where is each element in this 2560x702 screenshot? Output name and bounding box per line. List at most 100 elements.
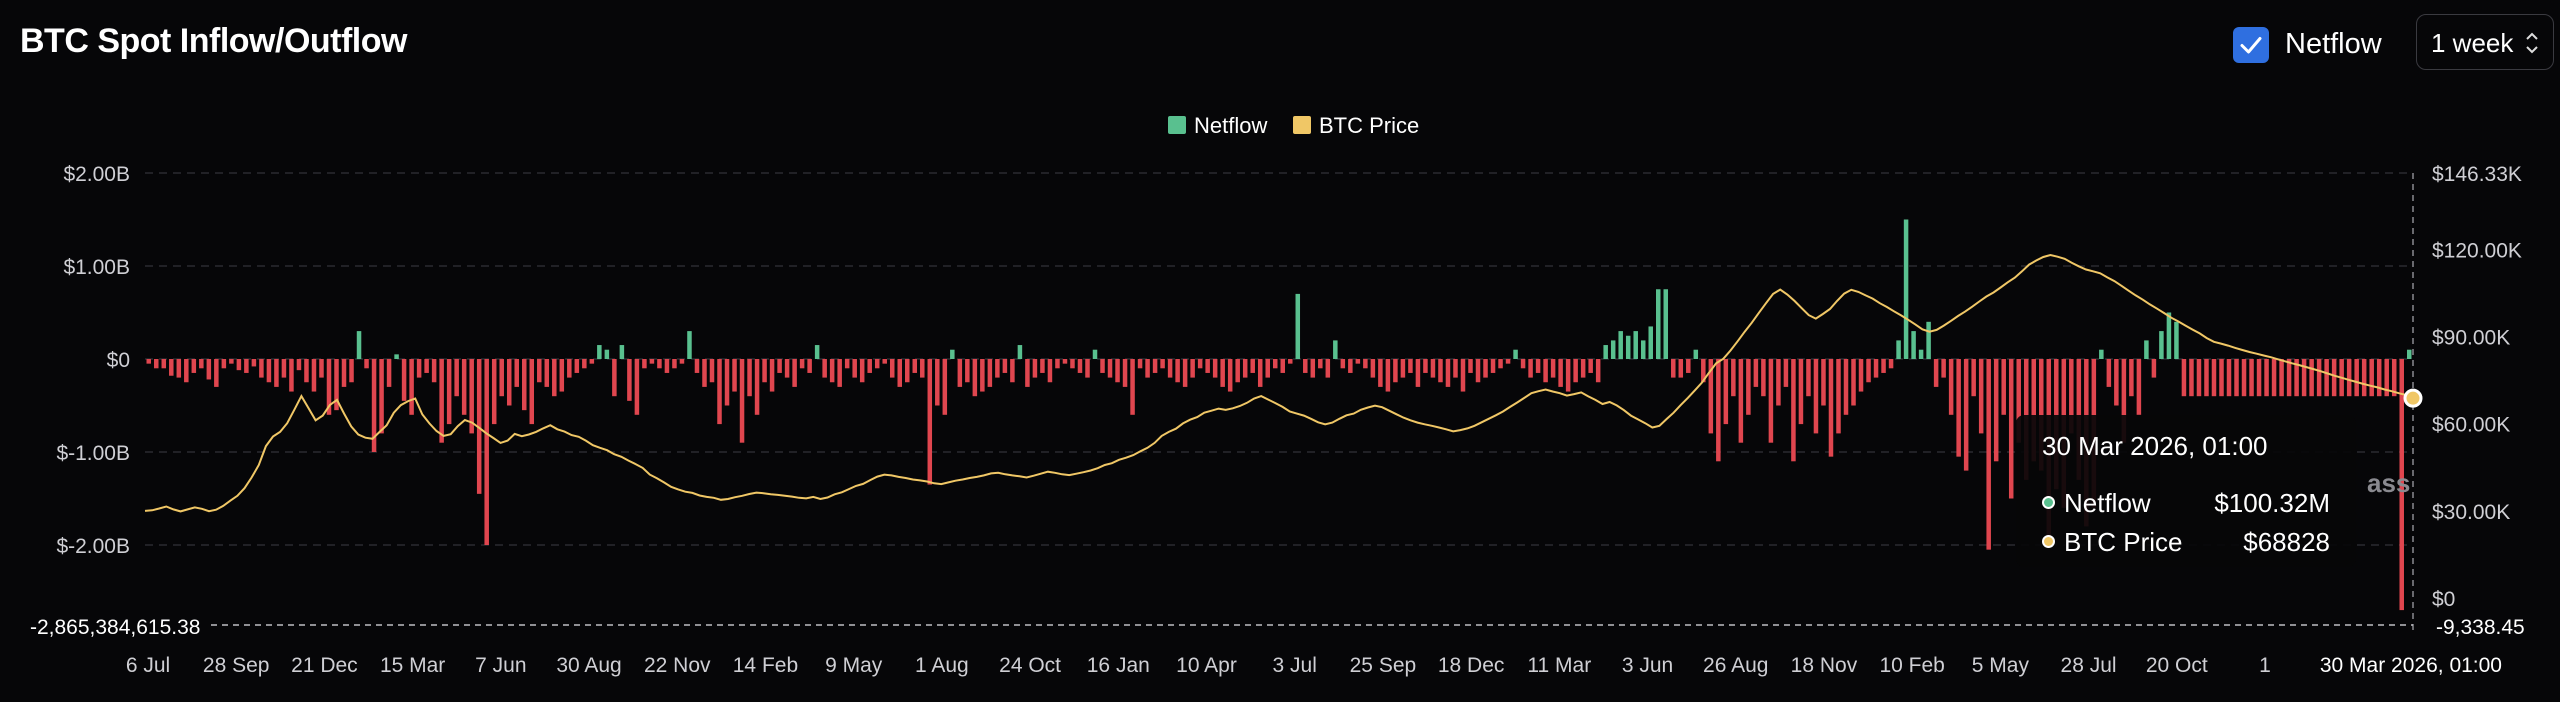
x-tick-label: 10 Feb	[1879, 654, 1944, 677]
tooltip-label-btc-price: BTC Price	[2064, 527, 2183, 557]
netflow-bar	[717, 359, 722, 425]
netflow-bar	[2346, 359, 2352, 397]
netflow-bar	[1220, 359, 1225, 387]
netflow-bar	[499, 359, 504, 397]
netflow-bar	[1565, 359, 1571, 392]
netflow-bar	[2121, 359, 2127, 443]
netflow-bar	[2331, 359, 2337, 397]
netflow-bar	[1115, 359, 1120, 383]
netflow-bar	[1197, 359, 1203, 369]
netflow-checkbox[interactable]	[2233, 27, 2269, 63]
netflow-bar	[897, 359, 903, 387]
checkmark-icon	[2240, 37, 2262, 54]
tooltip-label-netflow: Netflow	[2064, 488, 2151, 518]
x-tick-label: 24 Oct	[999, 654, 1061, 677]
netflow-bar	[1783, 359, 1789, 387]
x-tick-label: 3 Jul	[1273, 654, 1317, 677]
netflow-bar	[1663, 289, 1669, 359]
netflow-bar	[1881, 359, 1886, 373]
period-select[interactable]: 1 week	[2416, 14, 2554, 70]
tooltip-value-netflow: $100.32M	[2214, 488, 2330, 518]
netflow-bar	[1137, 359, 1143, 369]
netflow-bar	[409, 359, 414, 415]
netflow-bar	[251, 359, 257, 367]
netflow-bar	[266, 359, 272, 383]
netflow-bar	[1167, 359, 1173, 378]
netflow-bar	[1708, 359, 1714, 434]
netflow-bar	[844, 359, 850, 369]
legend-swatch-btc-price	[1293, 116, 1311, 134]
netflow-bar	[154, 359, 159, 369]
netflow-bar	[769, 359, 775, 392]
netflow-bar	[1182, 359, 1188, 387]
netflow-bar	[1993, 359, 1999, 462]
netflow-bar	[1145, 359, 1150, 378]
x-tick-label: 18 Nov	[1791, 654, 1858, 677]
netflow-bar	[732, 359, 737, 392]
watermark: ass	[2367, 468, 2411, 498]
netflow-bar	[341, 359, 347, 387]
x-tick-label: 1	[2259, 654, 2271, 677]
netflow-bar	[1107, 359, 1113, 378]
netflow-bar	[1265, 359, 1270, 378]
x-tick-label: 10 Apr	[1176, 654, 1237, 677]
netflow-bar	[574, 359, 580, 373]
netflow-bar	[2016, 359, 2021, 443]
netflow-toggle-label[interactable]: Netflow	[2285, 28, 2382, 60]
netflow-bar	[2301, 359, 2307, 397]
btc-price-line	[144, 253, 2423, 513]
netflow-bar	[1558, 359, 1563, 387]
netflow-bar	[2196, 359, 2202, 397]
netflow-bar	[304, 359, 309, 383]
tooltip-row-btc-price: BTC Price $68828	[2040, 527, 2340, 557]
tooltip-date: 30 Mar 2026, 01:00	[2042, 431, 2268, 461]
btc-price-line-path	[144, 253, 2414, 513]
netflow-bar	[657, 359, 662, 369]
page-title: BTC Spot Inflow/Outflow	[20, 22, 407, 60]
tooltip-value-btc-price: $68828	[2243, 527, 2330, 557]
netflow-bar	[1873, 359, 1879, 378]
netflow-bar	[1956, 359, 1961, 457]
netflow-bar	[739, 359, 745, 443]
netflow-bar	[491, 359, 497, 425]
x-tick-label: 28 Jul	[2061, 654, 2117, 677]
netflow-bar	[1498, 359, 1503, 369]
y-right-tick-label: $30.00K	[2432, 501, 2510, 524]
netflow-bar	[2189, 359, 2194, 397]
netflow-bar	[1806, 359, 1811, 397]
netflow-bar	[356, 331, 362, 359]
netflow-bar	[386, 359, 392, 387]
netflow-bar	[1272, 359, 1278, 369]
netflow-bar	[627, 359, 632, 401]
y-left-tick-label: $0	[107, 349, 130, 372]
x-tick-label: 11 Mar	[1527, 654, 1591, 677]
netflow-bar	[927, 359, 933, 485]
netflow-bar	[867, 359, 872, 373]
netflow-bar	[1550, 359, 1556, 378]
netflow-bar	[364, 359, 369, 369]
netflow-bar	[1355, 359, 1361, 364]
netflow-bar	[2234, 359, 2239, 397]
netflow-bar	[1002, 359, 1008, 373]
netflow-bar	[2099, 349, 2104, 359]
netflow-bar	[1408, 359, 1413, 373]
netflow-bar	[1761, 359, 1766, 397]
netflow-bar	[822, 359, 827, 378]
tooltip-dot-btc-price	[2042, 535, 2055, 548]
x-tick-label: 7 Jun	[475, 654, 526, 677]
netflow-bar	[184, 359, 189, 383]
netflow-bar	[454, 359, 459, 397]
netflow-bar	[311, 359, 317, 392]
netflow-bar	[1453, 359, 1458, 378]
netflow-bar	[747, 359, 752, 397]
netflow-bar	[1040, 359, 1045, 373]
netflow-bar	[814, 345, 820, 359]
chart-tooltip: 30 Mar 2026, 01:00 Netflow $100.32M BTC …	[2016, 415, 2356, 567]
netflow-bar	[1701, 359, 1706, 383]
netflow-bar	[1468, 359, 1473, 373]
netflow-bar	[634, 359, 640, 415]
netflow-bar	[349, 359, 354, 383]
netflow-bar	[2279, 359, 2284, 397]
netflow-bar	[2294, 359, 2299, 397]
